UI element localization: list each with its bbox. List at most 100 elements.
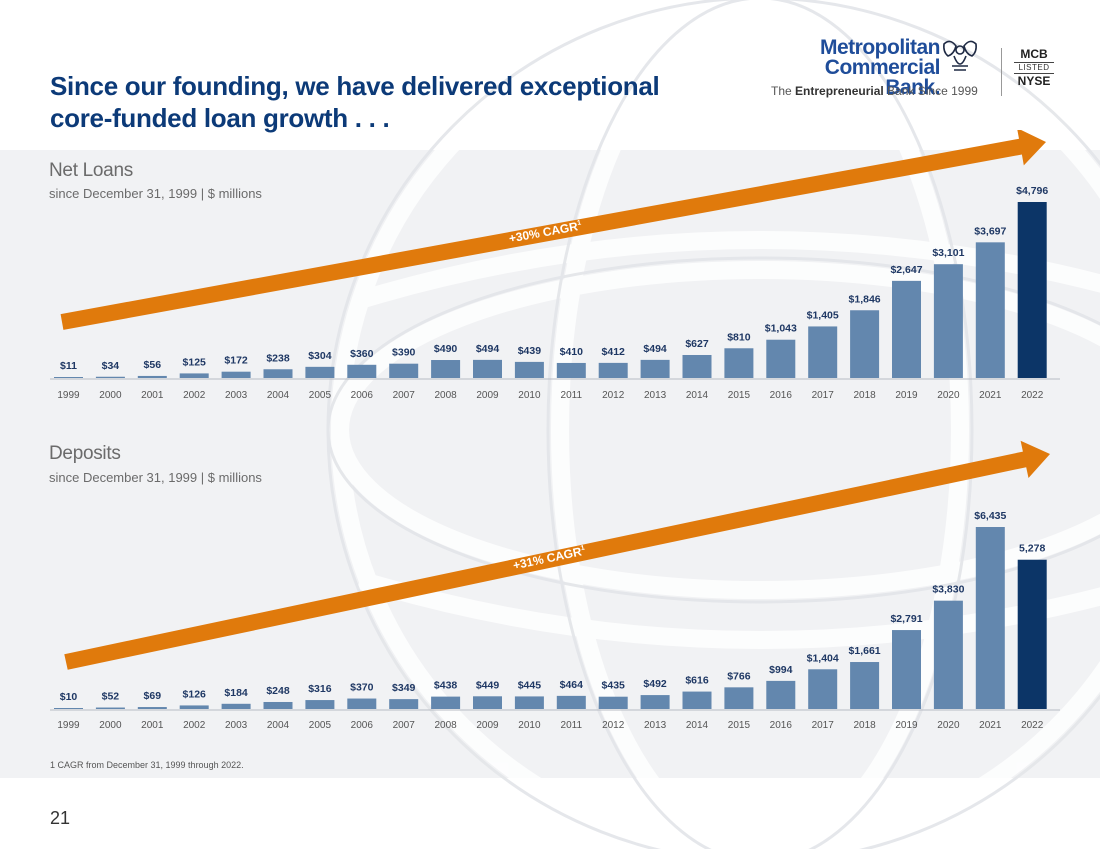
bar-2004 [263,701,293,709]
headline-line-1: Since our founding, we have delivered ex… [50,71,660,101]
bar-2005 [305,700,335,709]
data-label-1999: $10 [60,691,78,703]
data-label-2004: $248 [266,685,290,697]
bar-2000 [95,376,125,378]
tick-label-2013: 2013 [644,390,667,401]
ticker: MCB [1020,47,1048,61]
tick-label-2009: 2009 [476,720,499,731]
net-loans-title: Net Loans [49,160,133,181]
bar-2022 [1017,202,1047,378]
bar-2005 [305,366,335,378]
data-label-2016: $994 [769,664,793,676]
data-label-2005: $304 [308,350,332,362]
tick-label-2021: 2021 [979,390,1002,401]
tick-label-2008: 2008 [434,390,457,401]
listed-label: LISTED [1014,62,1054,74]
bar-2003 [221,371,251,378]
tick-label-2018: 2018 [853,390,876,401]
cagr-arrow [64,440,1051,670]
tick-label-2021: 2021 [979,720,1002,731]
data-label-2015: $810 [727,331,751,343]
tick-label-2003: 2003 [225,720,248,731]
data-label-2014: $616 [685,675,709,687]
tick-label-2000: 2000 [99,720,122,731]
bar-2010 [514,696,544,709]
tick-label-2010: 2010 [518,390,541,401]
tick-label-2015: 2015 [728,390,751,401]
bar-2001 [137,707,167,709]
bar-2001 [137,375,167,378]
bar-2006 [347,364,377,378]
bar-2020 [933,600,963,709]
tick-label-2017: 2017 [812,390,835,401]
page-headline: Since our founding, we have delivered ex… [50,70,750,134]
tick-label-2002: 2002 [183,720,206,731]
tick-label-2015: 2015 [728,720,751,731]
data-label-2020: $3,830 [932,584,964,596]
data-label-2022: 5,278 [1019,543,1045,555]
data-label-2019: $2,647 [890,264,922,276]
tick-label-2004: 2004 [267,720,290,731]
data-label-2010: $439 [518,345,542,357]
bar-2004 [263,369,293,378]
logo-tag-suffix: Bank Since 1999 [883,84,978,98]
data-label-2008: $490 [434,343,458,355]
bar-2008 [431,696,461,709]
tick-label-2004: 2004 [267,390,290,401]
tick-label-2018: 2018 [853,720,876,731]
bar-1999 [54,708,83,709]
bar-2016 [766,680,796,709]
data-label-1999: $11 [60,360,77,372]
bar-2015 [724,348,754,378]
bar-2012 [598,696,628,709]
data-label-2011: $410 [560,346,584,358]
tick-label-2022: 2022 [1021,390,1044,401]
tick-label-2011: 2011 [561,390,583,401]
data-label-2022: $4,796 [1016,185,1048,197]
bar-2017 [808,326,838,378]
bar-2007 [389,363,419,378]
data-label-2008: $438 [434,680,458,692]
bar-2009 [473,696,502,709]
data-label-2009: $449 [476,679,500,691]
data-label-2001: $69 [144,690,162,702]
exchange-label: NYSE [1017,74,1051,88]
tick-label-2014: 2014 [686,720,709,731]
bar-2018 [850,662,880,709]
data-label-2017: $1,405 [807,309,839,321]
footnote: 1 CAGR from December 31, 1999 through 20… [50,760,244,770]
data-label-2012: $435 [602,680,626,692]
tick-label-2005: 2005 [309,390,332,401]
logo-name: Metropolitan Commercial Bank. [770,37,941,98]
tick-label-2013: 2013 [644,720,667,731]
bar-2012 [598,362,628,378]
bar-2013 [640,359,670,378]
bar-2010 [514,361,544,378]
cagr-arrow [60,130,1046,330]
data-label-2018: $1,846 [849,293,881,305]
data-label-2004: $238 [266,352,290,364]
data-label-2016: $1,043 [765,323,797,335]
bar-2013 [640,695,670,709]
bar-2014 [682,354,712,378]
data-label-2017: $1,404 [807,652,839,664]
data-label-2014: $627 [685,338,709,350]
bar-2006 [347,698,377,709]
data-label-2021: $6,435 [974,510,1006,522]
tick-label-2003: 2003 [225,390,248,401]
bar-2002 [179,705,209,709]
eagle-icon [943,40,977,71]
data-label-2018: $1,661 [849,645,881,657]
data-label-2000: $52 [102,691,120,703]
data-label-2021: $3,697 [974,225,1006,237]
bar-2020 [933,264,963,378]
tick-label-2001: 2001 [141,720,164,731]
tick-label-2012: 2012 [602,390,625,401]
data-label-2006: $360 [350,348,374,360]
bar-2022 [1017,559,1047,709]
bar-2021 [975,242,1005,378]
tick-label-1999: 1999 [57,390,80,401]
bar-2017 [808,669,838,709]
data-label-2013: $492 [643,678,667,690]
bar-2002 [179,373,209,378]
